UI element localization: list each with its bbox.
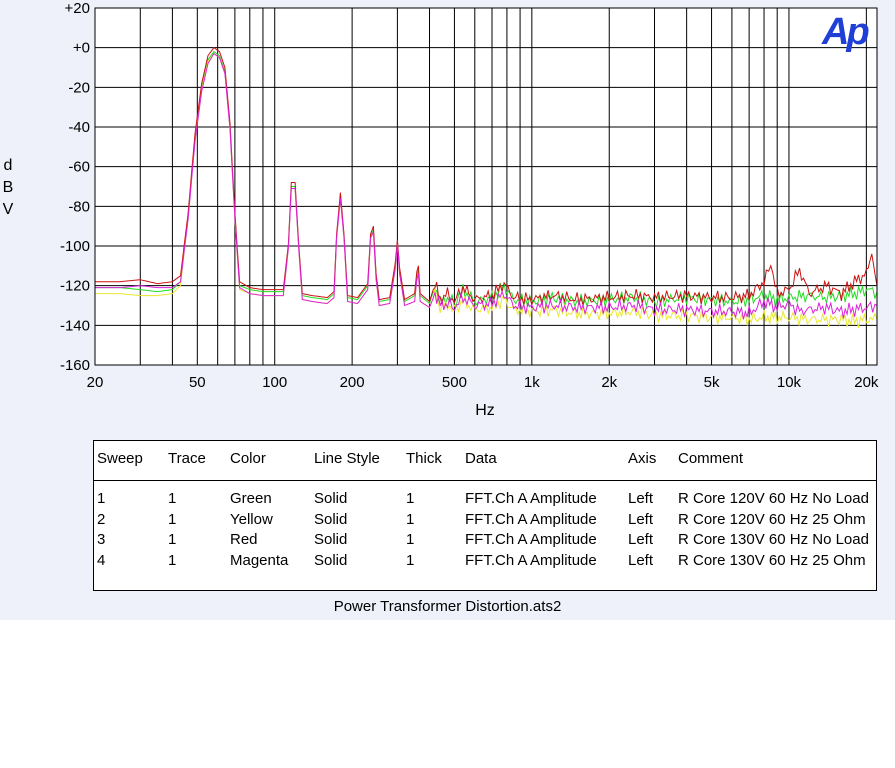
legend-table: Sweep Trace Color Line Style Thick Data Axis Co… <box>93 440 877 591</box>
legend-cell: Yellow <box>230 510 273 528</box>
x-tick-label: 20k <box>854 374 879 391</box>
legend-cell: FFT.Ch A Amplitude <box>465 551 597 569</box>
legend-cell: 1 <box>168 510 177 528</box>
x-tick-label: 1k <box>524 374 540 391</box>
plot-frame <box>94 7 878 366</box>
legend-cell: R Core 120V 60 Hz 25 Ohm <box>678 510 866 528</box>
y-axis-letter-d: d <box>4 157 13 174</box>
x-tick-label: 500 <box>442 374 467 391</box>
legend-cell: Left <box>628 551 654 569</box>
legend-header-cell: Line Style <box>314 450 380 467</box>
y-tick-label: -40 <box>68 119 90 136</box>
legend-cell: R Core 120V 60 Hz No Load <box>678 490 869 507</box>
y-tick-label: -160 <box>60 357 90 374</box>
legend-cell: Solid <box>314 490 348 507</box>
y-tick-label: -140 <box>60 317 90 334</box>
legend-cell: 3 <box>97 531 106 548</box>
y-tick-label: -120 <box>60 278 90 295</box>
legend-cell: Green <box>230 490 272 507</box>
legend-cell: 1 <box>406 531 415 548</box>
x-tick-label: 20 <box>87 374 104 391</box>
legend-header-cell: Data <box>465 450 497 467</box>
legend-cell: FFT.Ch A Amplitude <box>465 490 597 507</box>
ap-logo: Ap <box>821 11 868 53</box>
x-tick-label: 200 <box>340 374 365 391</box>
legend-cell: FFT.Ch A Amplitude <box>465 531 597 548</box>
legend-cell: 1 <box>168 531 177 548</box>
x-tick-label: 2k <box>601 374 617 391</box>
y-tick-label: +20 <box>65 0 90 17</box>
legend-cell: Magenta <box>230 551 289 569</box>
legend-cell: R Core 130V 60 Hz 25 Ohm <box>678 551 866 569</box>
legend-cell: Left <box>628 531 654 548</box>
legend-cell: 1 <box>168 551 177 569</box>
legend-cell: 1 <box>406 490 415 507</box>
legend-cell: 4 <box>97 551 106 569</box>
y-axis-letter-b: B <box>3 179 14 196</box>
x-tick-label: 50 <box>189 374 206 391</box>
grid <box>95 8 877 365</box>
y-axis-letter-v: V <box>3 201 14 218</box>
y-tick-label: -20 <box>68 79 90 96</box>
x-tick-label: 5k <box>704 374 720 391</box>
legend-header-cell: Trace <box>168 450 206 467</box>
legend-cell: 1 <box>97 490 106 507</box>
legend-header-cell: Color <box>230 450 266 467</box>
legend-header-cell: Thick <box>406 450 442 467</box>
x-axis-title: Hz <box>475 402 495 419</box>
series-line-1 <box>95 50 878 310</box>
legend-cell: 1 <box>406 551 415 569</box>
y-axis-ticks: +20 +0 -20 -40 -60 -80 -100 -120 -140 -160 <box>60 0 90 374</box>
legend-cell: Left <box>628 510 654 528</box>
y-tick-label: -60 <box>68 159 90 176</box>
legend-cell: Solid <box>314 531 348 548</box>
x-axis-ticks: 20 50 100 200 500 1k 2k 5k 10k 20k <box>87 374 879 391</box>
legend-cell: Solid <box>314 510 348 528</box>
plot-area <box>94 7 878 366</box>
legend-cell: Left <box>628 490 654 507</box>
series-line-3 <box>95 47 878 306</box>
legend-cell: 2 <box>97 510 106 528</box>
legend-header-cell: Comment <box>678 450 744 467</box>
x-tick-label: 10k <box>777 374 802 391</box>
legend-header-cell: Axis <box>628 450 657 467</box>
legend-cell: Red <box>230 531 258 548</box>
y-tick-label: -100 <box>60 238 90 255</box>
legend-header-divider <box>94 480 876 481</box>
y-tick-label: +0 <box>73 40 90 57</box>
legend-cell: 1 <box>168 490 177 507</box>
legend-cell: R Core 130V 60 Hz No Load <box>678 531 869 548</box>
y-tick-label: -80 <box>68 198 90 215</box>
legend-cell: FFT.Ch A Amplitude <box>465 510 597 528</box>
legend-cell: Solid <box>314 551 348 569</box>
legend-header-cell: Sweep <box>97 450 143 467</box>
series-group <box>95 47 878 329</box>
file-name: Power Transformer Distortion.ats2 <box>333 598 562 615</box>
legend-cell: 1 <box>406 510 415 528</box>
series-line-4 <box>95 52 878 320</box>
x-tick-label: 100 <box>262 374 287 391</box>
fft-chart: +20 +0 -20 -40 -60 -80 -100 -120 -140 -160 20 50 10… <box>3 0 879 419</box>
